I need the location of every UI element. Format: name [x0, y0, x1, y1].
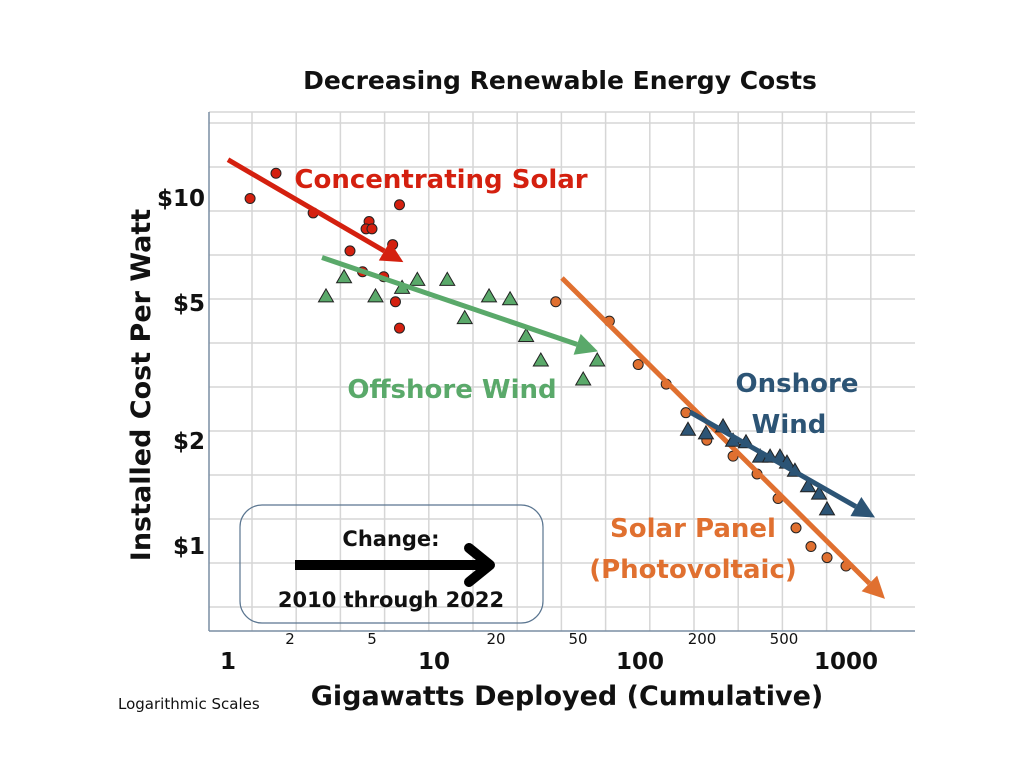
data-point-triangle — [517, 327, 535, 342]
chart-title: Decreasing Renewable Energy Costs — [303, 66, 817, 95]
trend-arrow-head — [573, 333, 598, 355]
data-point-circle — [393, 322, 405, 334]
data-point-circle — [244, 193, 256, 205]
x-major-tick-label: 1000 — [814, 649, 878, 675]
data-point-circle — [270, 167, 282, 179]
x-major-tick-label: 100 — [616, 649, 664, 675]
series-solar-panel-photovoltaic — [550, 276, 885, 599]
data-point-triangle — [501, 290, 519, 306]
series-onshore-wind — [679, 409, 876, 518]
data-point-circle — [632, 359, 644, 371]
data-point-triangle — [456, 309, 474, 325]
data-point-circle — [393, 199, 405, 211]
data-point-triangle — [408, 271, 426, 286]
data-point-circle — [790, 522, 802, 534]
data-point-circle — [366, 223, 378, 235]
data-point-circle — [821, 552, 833, 564]
series-label: Solar Panel — [610, 514, 776, 544]
data-point-triangle — [367, 287, 384, 303]
trend-arrow-head — [378, 241, 404, 263]
x-axis-title: Gigawatts Deployed (Cumulative) — [311, 681, 824, 712]
trend-arrow-line — [226, 157, 386, 254]
trend-arrow-line — [688, 409, 858, 509]
legend-box-title: Change: — [342, 527, 439, 551]
data-point-triangle — [697, 424, 715, 440]
series-label: (Photovoltaic) — [589, 555, 797, 585]
y-tick-label: $10 — [157, 186, 205, 212]
data-point-circle — [550, 296, 562, 308]
grid — [209, 111, 915, 631]
trend-arrow-head — [850, 496, 876, 518]
data-point-triangle — [818, 500, 836, 516]
series-labels: Concentrating Solar Offshore Wind Solar Pa… — [294, 165, 858, 585]
x-minor-tick-label: 2 — [285, 630, 295, 648]
x-minor-tick-label: 20 — [486, 630, 505, 648]
y-tick-label: $5 — [173, 291, 205, 317]
trend-arrow-line — [321, 255, 578, 347]
data-point-circle — [344, 245, 356, 257]
y-tick-label: $1 — [173, 534, 205, 560]
series-label: Concentrating Solar — [294, 165, 587, 195]
tick-labels: 1 10 100 1000 2 5 20 50 200 500 $10 $5 $2 $1 — [157, 186, 878, 675]
trend-arrow-head — [861, 575, 885, 599]
data-point-triangle — [480, 287, 498, 303]
data-point-triangle — [317, 287, 335, 303]
y-tick-label: $2 — [173, 429, 205, 455]
data-point-circle — [680, 407, 692, 419]
log-scale-note: Logarithmic Scales — [118, 695, 260, 713]
data-point-circle — [805, 541, 817, 553]
x-minor-tick-label: 500 — [770, 630, 799, 648]
series-layer — [226, 157, 885, 599]
x-minor-tick-label: 5 — [367, 630, 377, 648]
legend-box: Change: 2010 through 2022 — [239, 504, 544, 624]
data-point-triangle — [588, 352, 606, 367]
data-point-triangle — [574, 370, 592, 386]
legend-box-frame — [239, 504, 544, 624]
data-point-triangle — [532, 352, 550, 367]
series-label: Onshore — [736, 369, 859, 399]
data-point-triangle — [810, 485, 828, 500]
series-offshore-wind — [317, 255, 606, 386]
x-minor-tick-label: 50 — [568, 630, 587, 648]
change-arrow-head — [464, 543, 495, 587]
y-axis-title: Installed Cost Per Watt — [126, 209, 157, 562]
x-major-tick-label: 1 — [220, 649, 236, 675]
data-point-triangle — [679, 421, 697, 436]
x-major-tick-label: 10 — [418, 649, 450, 675]
legend-box-subtitle: 2010 through 2022 — [278, 588, 504, 612]
series-label: Offshore Wind — [347, 375, 556, 405]
x-minor-tick-label: 200 — [688, 630, 717, 648]
data-point-triangle — [438, 271, 456, 286]
series-label: Wind — [752, 410, 827, 440]
data-point-triangle — [799, 477, 817, 493]
data-point-triangle — [335, 268, 353, 284]
data-point-circle — [389, 296, 401, 308]
